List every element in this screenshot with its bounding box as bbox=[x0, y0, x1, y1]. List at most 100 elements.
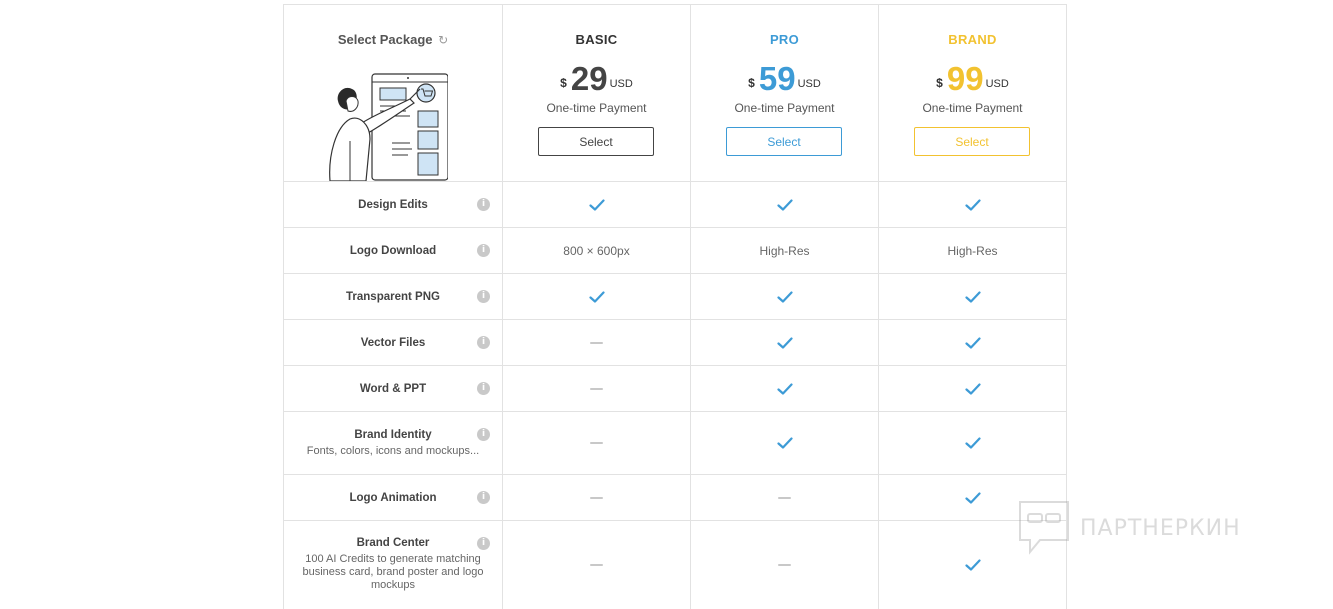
feature-value-cell bbox=[691, 182, 879, 228]
dash-icon bbox=[590, 496, 603, 499]
check-icon bbox=[964, 290, 981, 303]
dash-icon bbox=[590, 341, 603, 344]
feature-value-cell bbox=[879, 320, 1067, 366]
feature-label-cell: Logo Animation i bbox=[284, 475, 503, 521]
select-package-title: Select Package ↻ bbox=[284, 32, 502, 47]
feature-name: Transparent PNG bbox=[346, 290, 440, 303]
feature-name: Brand Center bbox=[356, 537, 430, 549]
check-icon bbox=[964, 559, 981, 571]
check-icon bbox=[964, 336, 981, 349]
check-icon bbox=[776, 382, 793, 395]
plan-name-brand: BRAND bbox=[948, 32, 997, 47]
feature-value-cell bbox=[691, 274, 879, 320]
check-icon bbox=[776, 336, 793, 349]
currency-symbol: $ bbox=[748, 76, 755, 90]
payment-note: One-time Payment bbox=[546, 101, 647, 115]
watermark-text: ПАРТНЕРКИН bbox=[1080, 515, 1241, 541]
feature-name: Vector Files bbox=[360, 336, 426, 349]
feature-label-cell: Brand Center 100 AI Credits to generate m… bbox=[284, 521, 503, 609]
price-basic: $ 29 USD bbox=[503, 62, 690, 96]
check-icon bbox=[964, 198, 981, 211]
feature-value-text: 800 × 600px bbox=[563, 243, 630, 258]
feature-label-cell: Vector Files i bbox=[284, 320, 503, 366]
check-icon bbox=[964, 491, 981, 504]
select-pro-button[interactable]: Select bbox=[726, 127, 842, 156]
feature-value-cell bbox=[503, 182, 691, 228]
info-icon[interactable]: i bbox=[477, 290, 490, 303]
feature-value-cell bbox=[503, 412, 691, 475]
feature-label-cell: Transparent PNG i bbox=[284, 274, 503, 320]
price-pro: $ 59 USD bbox=[691, 62, 878, 96]
plan-pro-header: PRO $ 59 USD One-time Payment Select bbox=[691, 5, 879, 182]
feature-name: Logo Animation bbox=[349, 491, 437, 504]
pricing-table: Select Package ↻ bbox=[283, 4, 1067, 609]
plan-brand-header: BRAND $ 99 USD One-time Payment Select bbox=[879, 5, 1067, 182]
dash-icon bbox=[590, 442, 603, 444]
feature-label-cell: Design Edits i bbox=[284, 182, 503, 228]
feature-label-cell: Logo Download i bbox=[284, 228, 503, 274]
check-icon bbox=[964, 382, 981, 395]
feature-value-cell: 800 × 600px bbox=[503, 228, 691, 274]
plan-name-basic: BASIC bbox=[575, 32, 618, 47]
info-icon[interactable]: i bbox=[477, 428, 490, 441]
feature-description: 100 AI Credits to generate matching busi… bbox=[302, 553, 484, 591]
feature-value-cell bbox=[879, 274, 1067, 320]
price-amount-pro: 59 bbox=[758, 60, 796, 97]
check-icon bbox=[964, 437, 981, 449]
feature-name: Brand Identity bbox=[354, 428, 432, 441]
feature-value-cell: High-Res bbox=[879, 228, 1067, 274]
plan-basic-header: BASIC $ 29 USD One-time Payment Select bbox=[503, 5, 691, 182]
refresh-icon[interactable]: ↻ bbox=[438, 33, 449, 47]
check-icon bbox=[776, 198, 793, 211]
feature-value-cell bbox=[691, 320, 879, 366]
price-unit: USD bbox=[985, 78, 1009, 90]
price-brand: $ 99 USD bbox=[879, 62, 1066, 96]
info-icon[interactable]: i bbox=[477, 198, 490, 211]
feature-value-cell bbox=[503, 366, 691, 412]
feature-value-cell bbox=[879, 521, 1067, 609]
plan-name-pro: PRO bbox=[769, 32, 800, 47]
info-icon[interactable]: i bbox=[477, 491, 490, 504]
feature-row-brand-center: Brand Center 100 AI Credits to generate m… bbox=[284, 521, 1067, 609]
check-icon bbox=[776, 437, 793, 449]
select-package-label: Select Package bbox=[337, 32, 433, 47]
check-icon bbox=[588, 290, 605, 303]
dash-icon bbox=[590, 387, 603, 390]
info-icon[interactable]: i bbox=[477, 244, 490, 257]
feature-row-brand-identity: Brand Identity Fonts, colors, icons and m… bbox=[284, 412, 1067, 475]
feature-value-cell bbox=[503, 475, 691, 521]
info-icon[interactable]: i bbox=[477, 336, 490, 349]
pricing-header-row: Select Package ↻ bbox=[284, 5, 1067, 182]
select-brand-button[interactable]: Select bbox=[914, 127, 1030, 156]
feature-name: Word & PPT bbox=[359, 382, 427, 395]
feature-value-cell bbox=[691, 412, 879, 475]
currency-symbol: $ bbox=[936, 76, 943, 90]
feature-label-cell: Word & PPT i bbox=[284, 366, 503, 412]
feature-row-word-ppt: Word & PPT i bbox=[284, 366, 1067, 412]
feature-value-text: High-Res bbox=[947, 243, 998, 258]
person-shopping-illustration bbox=[329, 73, 448, 181]
select-basic-button[interactable]: Select bbox=[538, 127, 654, 156]
watermark-logo-icon bbox=[1019, 501, 1069, 555]
price-unit: USD bbox=[609, 78, 633, 90]
payment-note: One-time Payment bbox=[734, 101, 835, 115]
feature-value-cell bbox=[503, 521, 691, 609]
feature-row-design-edits: Design Edits i bbox=[284, 182, 1067, 228]
feature-row-logo-download: Logo Download i 800 × 600px High-Res High-Re… bbox=[284, 228, 1067, 274]
feature-description: Fonts, colors, icons and mockups... bbox=[306, 444, 480, 457]
price-amount-brand: 99 bbox=[946, 60, 984, 97]
watermark: ПАРТНЕРКИН bbox=[1018, 500, 1241, 556]
currency-symbol: $ bbox=[560, 76, 567, 90]
check-icon bbox=[588, 198, 605, 211]
info-icon[interactable]: i bbox=[477, 382, 490, 395]
feature-value-cell bbox=[691, 521, 879, 609]
feature-name: Logo Download bbox=[349, 244, 437, 257]
check-icon bbox=[776, 290, 793, 303]
dash-icon bbox=[778, 564, 791, 566]
feature-rows: Design Edits i Logo Download i 800 × 600px Hi… bbox=[284, 182, 1067, 609]
price-amount-basic: 29 bbox=[570, 60, 608, 97]
feature-value-cell: High-Res bbox=[691, 228, 879, 274]
info-icon[interactable]: i bbox=[477, 537, 490, 550]
feature-value-cell bbox=[879, 366, 1067, 412]
feature-value-cell bbox=[503, 274, 691, 320]
